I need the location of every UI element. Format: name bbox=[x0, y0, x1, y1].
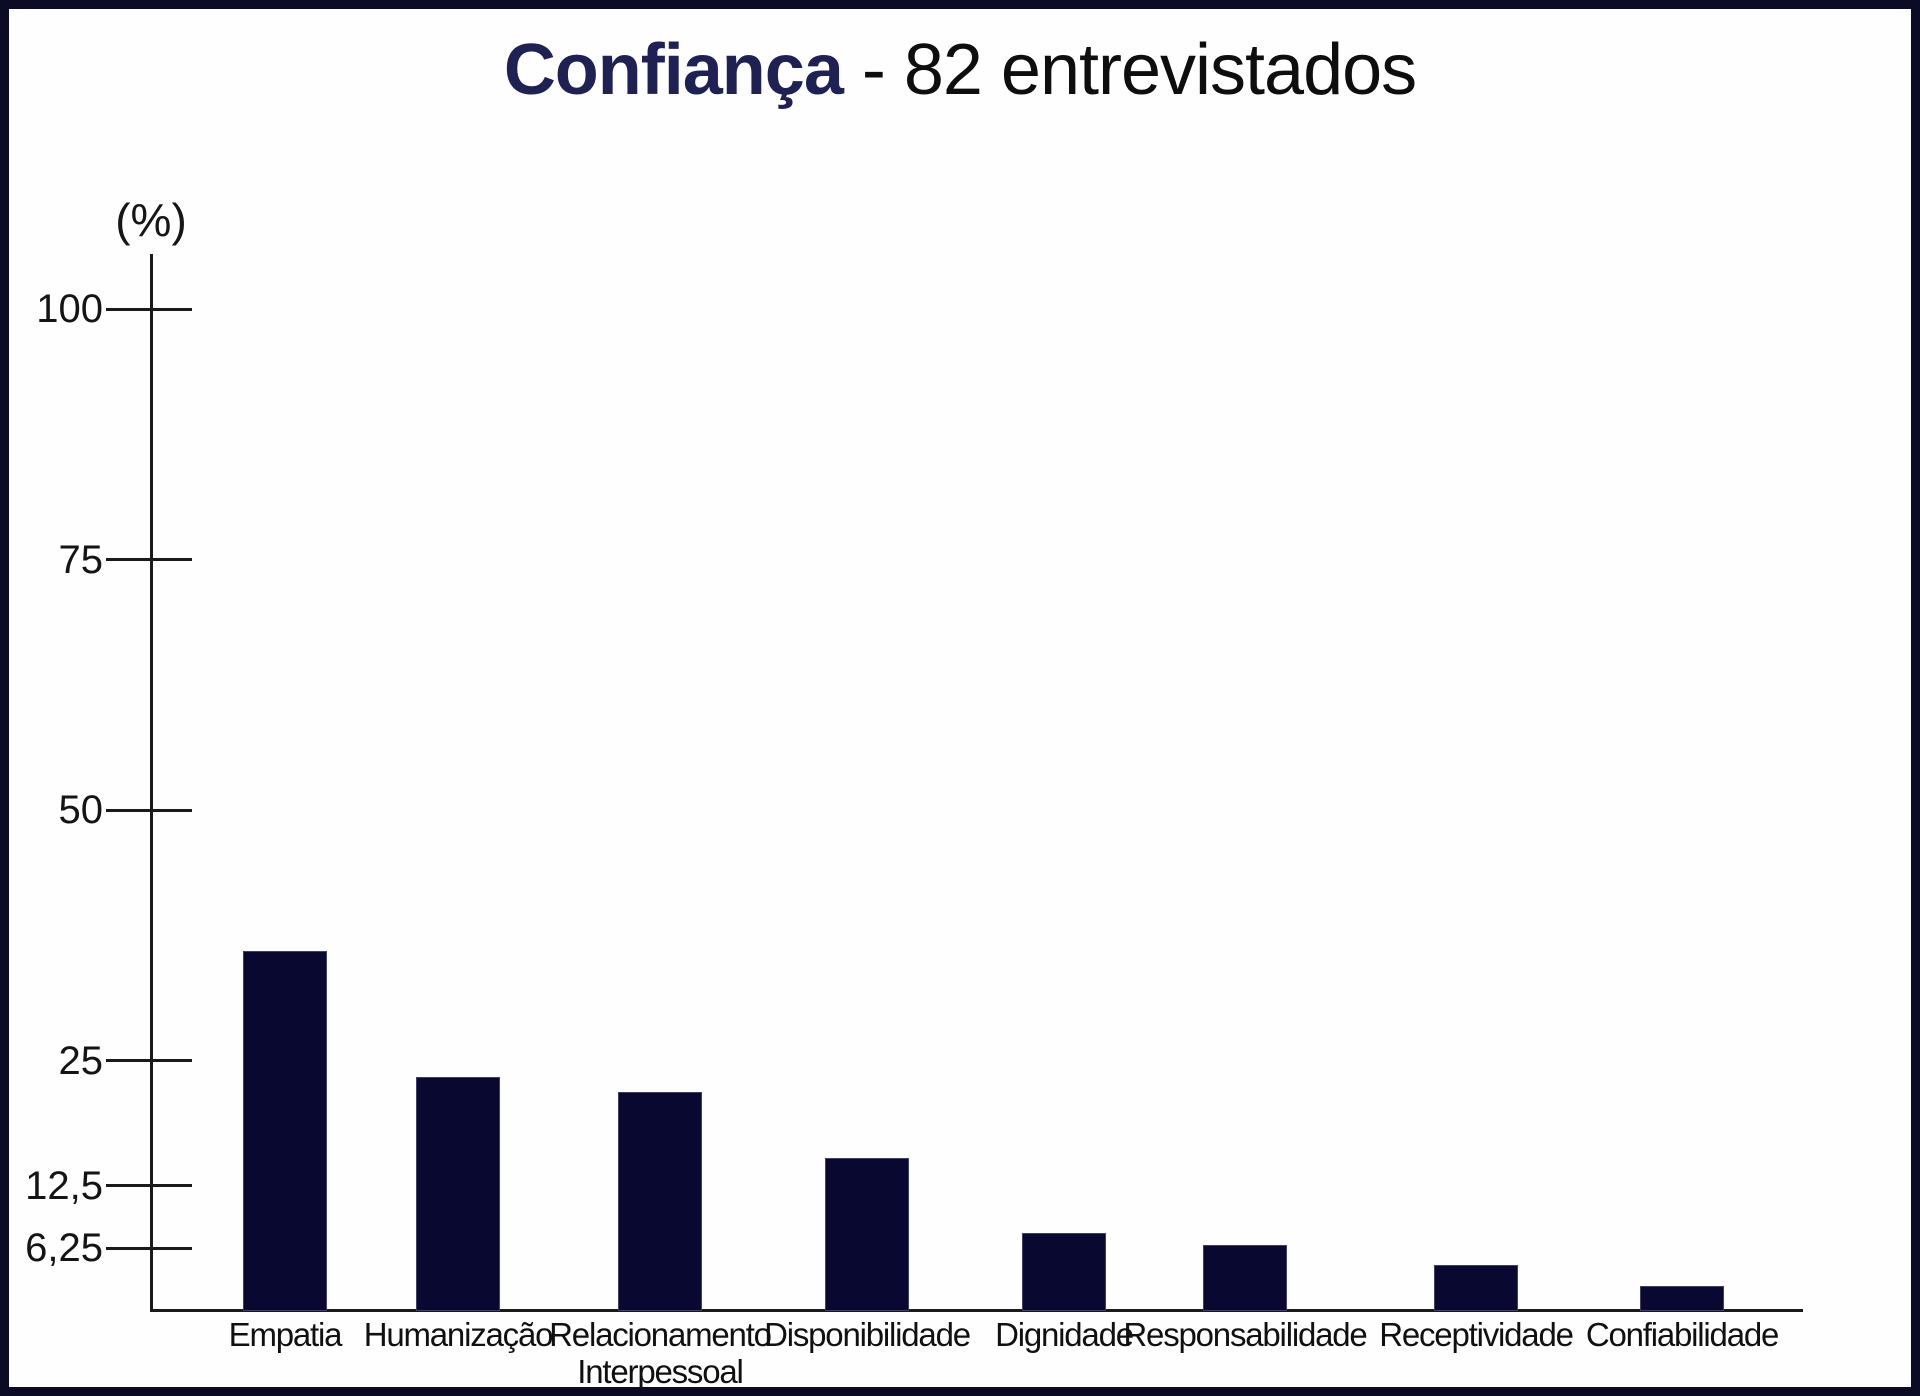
bar-label-line: Confiabilidade bbox=[1585, 1316, 1780, 1353]
bar-label-line: Interpessoal bbox=[577, 1353, 744, 1390]
bar bbox=[1640, 1286, 1724, 1311]
y-tick-label: 6,25 bbox=[25, 1226, 103, 1270]
x-axis-line bbox=[151, 1309, 1803, 1312]
y-tick-label: 25 bbox=[58, 1039, 104, 1083]
bar-label-line: Responsabilidade bbox=[1123, 1316, 1367, 1353]
bar bbox=[243, 951, 327, 1311]
y-tick-label: 75 bbox=[58, 538, 104, 582]
y-tick-line bbox=[106, 1247, 192, 1250]
bar-label-line: Receptividade bbox=[1379, 1316, 1574, 1353]
bar-label: Confiabilidade bbox=[1512, 1316, 1852, 1353]
bar-label-line: Humanização bbox=[363, 1316, 554, 1353]
y-axis-line bbox=[150, 254, 153, 1312]
y-tick-label: 100 bbox=[36, 287, 103, 331]
bar bbox=[1203, 1245, 1287, 1311]
bar-label: Receptividade bbox=[1306, 1316, 1646, 1353]
bar-label-line: Empatia bbox=[228, 1316, 343, 1353]
y-tick-label: 50 bbox=[58, 788, 104, 832]
y-axis-unit-label: (%) bbox=[115, 194, 187, 246]
bar bbox=[416, 1077, 500, 1311]
bar bbox=[825, 1158, 909, 1311]
y-tick-line bbox=[106, 1184, 192, 1187]
bar-label: Responsabilidade bbox=[1075, 1316, 1415, 1353]
y-tick-line bbox=[106, 1059, 192, 1062]
bar-label: Empatia bbox=[115, 1316, 455, 1353]
y-tick-line bbox=[106, 809, 192, 812]
bar-label: Dignidade bbox=[894, 1316, 1234, 1353]
bar bbox=[1022, 1233, 1106, 1311]
bar-label-line: Relacionamento bbox=[549, 1316, 772, 1353]
chart-title-text: - 82 entrevistados bbox=[842, 30, 1417, 110]
y-tick-label: 12,5 bbox=[25, 1164, 103, 1208]
bar-label: Disponibilidade bbox=[697, 1316, 1037, 1353]
chart-title-accent: Confiança bbox=[503, 30, 844, 110]
chart-title: Confiança - 82 entrevistados bbox=[9, 29, 1911, 112]
y-tick-line bbox=[106, 308, 192, 311]
y-tick-line bbox=[106, 558, 192, 561]
bar-label: Relacionamento Interpessoal bbox=[490, 1316, 830, 1390]
bar-label-line: Dignidade bbox=[995, 1316, 1134, 1353]
bar bbox=[618, 1092, 702, 1311]
bar bbox=[1434, 1265, 1518, 1311]
bar-label-line: Disponibilidade bbox=[764, 1316, 971, 1353]
bar-label: Humanização bbox=[288, 1316, 628, 1353]
